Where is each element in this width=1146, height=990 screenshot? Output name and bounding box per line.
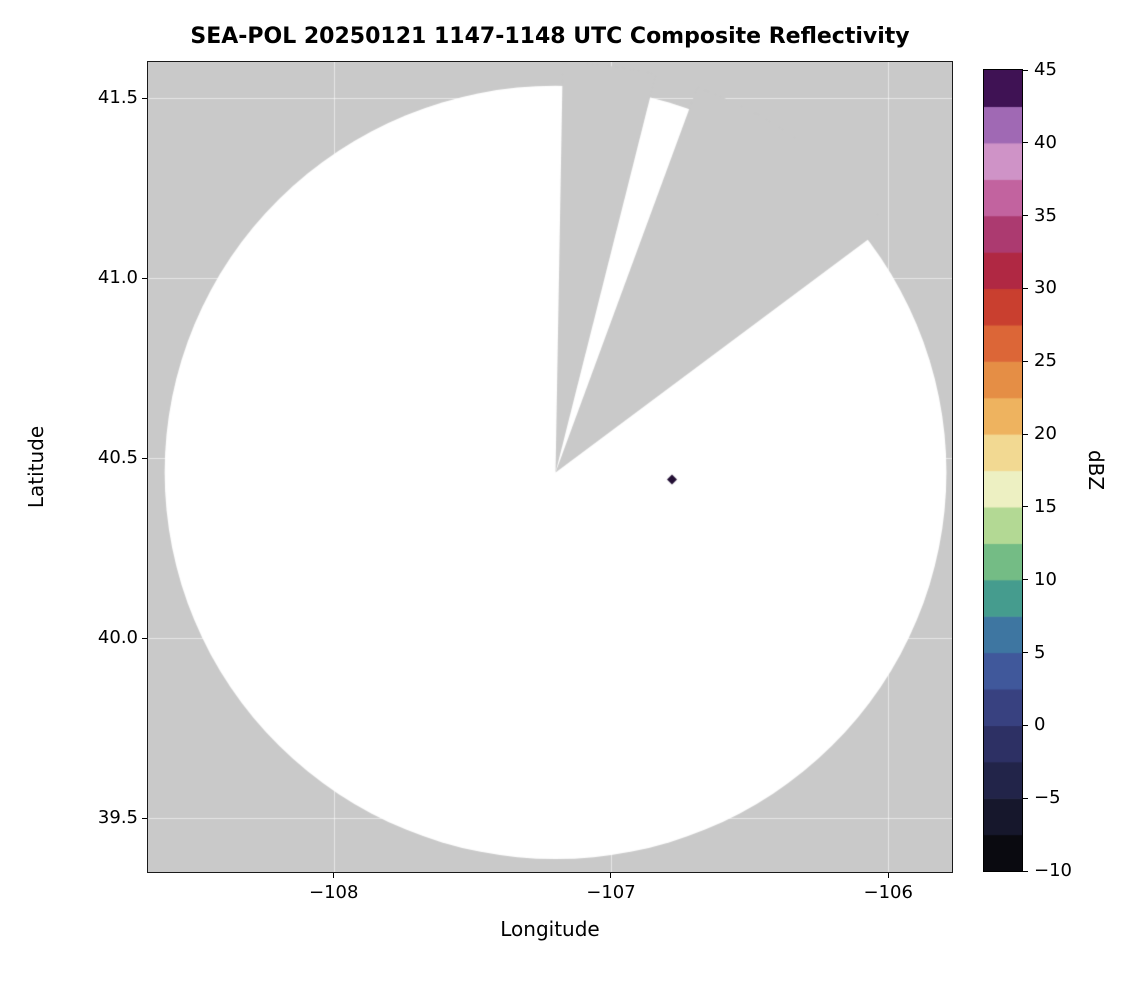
- colorbar-tick-mark: [1023, 652, 1028, 654]
- colorbar-tick-mark: [1023, 797, 1028, 799]
- y-tick-label: 41.0: [97, 267, 138, 288]
- colorbar-tick-mark: [1023, 724, 1028, 726]
- colorbar-tick-label: 40: [1034, 131, 1057, 153]
- y-tick-mark: [142, 97, 147, 99]
- y-tick-label: 40.5: [97, 447, 138, 468]
- x-tick-mark: [887, 873, 889, 878]
- colorbar-tick-mark: [1023, 215, 1028, 217]
- colorbar-tick-mark: [1023, 433, 1028, 435]
- y-tick-label: 40.0: [97, 627, 138, 648]
- colorbar-tick-mark: [1023, 870, 1028, 872]
- y-tick-mark: [142, 637, 147, 639]
- colorbar-tick-mark: [1023, 287, 1028, 289]
- colorbar-tick-mark: [1023, 69, 1028, 71]
- x-tick-mark: [333, 873, 335, 878]
- colorbar-tick-label: 25: [1034, 350, 1057, 372]
- chart-title: SEA-POL 20250121 1147-1148 UTC Composite…: [190, 24, 910, 49]
- y-tick-mark: [142, 277, 147, 279]
- radar-map-canvas: [147, 61, 953, 873]
- colorbar-tick-label: 10: [1034, 568, 1057, 590]
- colorbar-tick-label: −10: [1034, 860, 1072, 881]
- colorbar-tick-label: 45: [1034, 59, 1057, 80]
- colorbar-tick-label: 30: [1034, 277, 1057, 299]
- colorbar-tick-label: 0: [1034, 714, 1046, 736]
- y-tick-mark: [142, 457, 147, 459]
- colorbar-tick-label: 35: [1034, 204, 1057, 226]
- colorbar-tick-label: 15: [1034, 495, 1057, 517]
- x-axis-label: Longitude: [500, 917, 600, 941]
- x-tick-mark: [610, 873, 612, 878]
- x-tick-label: −107: [586, 882, 636, 903]
- colorbar-tick-mark: [1023, 360, 1028, 362]
- colorbar-tick-mark: [1023, 142, 1028, 144]
- colorbar-tick-mark: [1023, 579, 1028, 581]
- colorbar-label: dBZ: [1084, 449, 1108, 491]
- y-tick-label: 41.5: [97, 87, 138, 108]
- x-tick-label: −108: [309, 882, 359, 903]
- y-tick-label: 39.5: [97, 807, 138, 828]
- colorbar-tick-label: 20: [1034, 423, 1057, 445]
- colorbar-tick-label: −5: [1034, 787, 1061, 809]
- colorbar-tick-mark: [1023, 506, 1028, 508]
- colorbar-tick-label: 5: [1034, 641, 1046, 663]
- x-tick-label: −106: [863, 882, 913, 903]
- y-tick-mark: [142, 817, 147, 819]
- colorbar-canvas: [983, 69, 1023, 872]
